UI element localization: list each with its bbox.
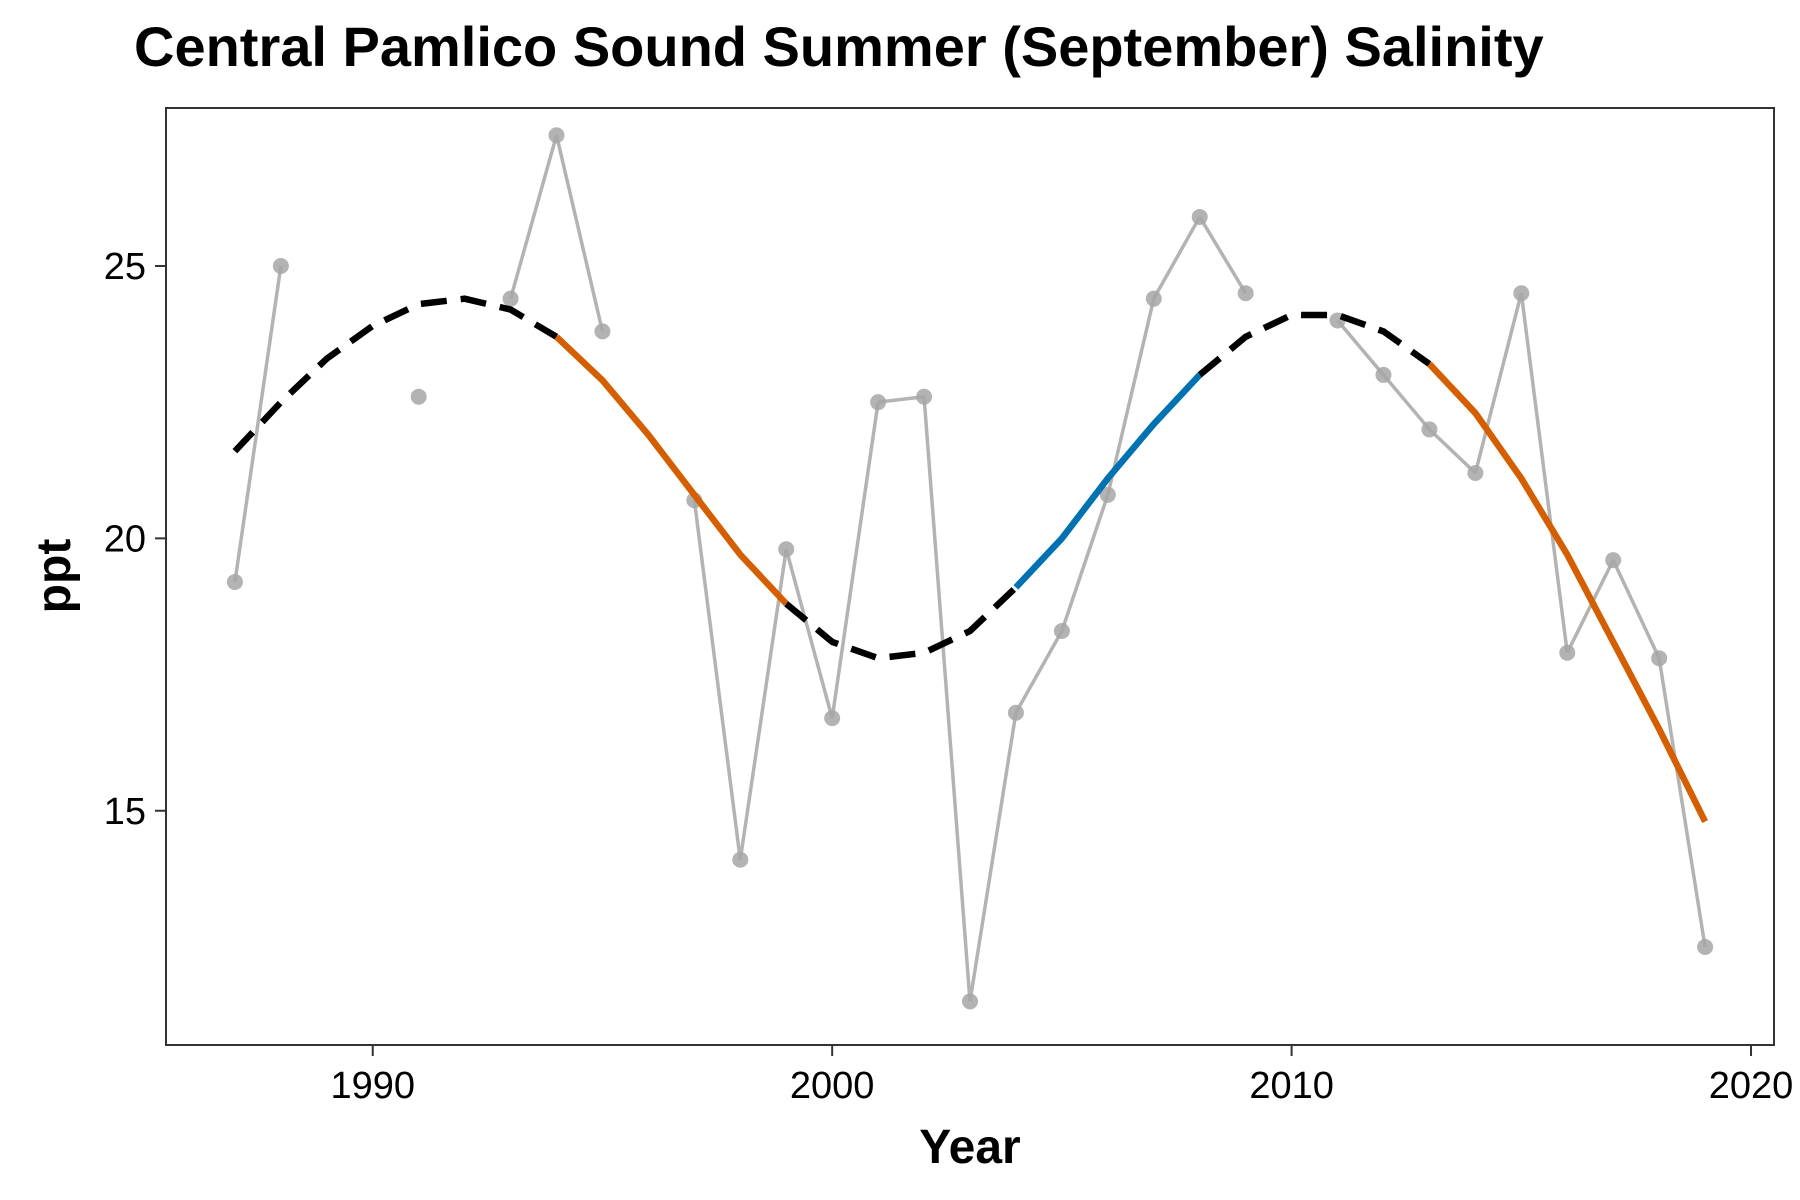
observed-line-segment (1014, 630, 1064, 714)
x-tick-label: 2000 (790, 1065, 875, 1107)
observed-line-segment (968, 712, 1018, 1002)
observed-point (1559, 644, 1576, 661)
trend-segment-decreasing (1427, 361, 1709, 824)
observed-point (1467, 464, 1484, 481)
observed-line-segment (830, 401, 880, 719)
observed-point (1651, 650, 1668, 667)
observed-point (870, 394, 887, 411)
observed-point (1099, 486, 1116, 503)
trend-segment-decreasing (554, 334, 789, 606)
observed-point (1145, 290, 1162, 307)
observed-point (1237, 285, 1254, 302)
observed-line-segment (1473, 292, 1524, 474)
observed-line-segment (784, 548, 834, 719)
observed-line-segment (508, 134, 559, 300)
observed-line-segment (233, 265, 283, 583)
observed-line-segment (1428, 428, 1477, 475)
observed-point (1007, 704, 1024, 721)
observed-point (962, 993, 978, 1010)
trend-segment-stable (232, 295, 559, 454)
observed-line-segment (1060, 494, 1110, 632)
observed-point (1053, 622, 1070, 639)
observed-line-segment (554, 134, 605, 332)
observed-line-segment (1106, 298, 1156, 496)
observed-point (1191, 208, 1208, 225)
observed-point (1513, 285, 1530, 302)
observed-point (916, 388, 933, 405)
observed-point (778, 541, 795, 558)
observed-line-segment (1519, 292, 1569, 653)
observed-point (824, 710, 841, 727)
trend-series (232, 295, 1709, 824)
observed-point (594, 323, 611, 340)
observed-line-segment (1611, 559, 1661, 659)
observed-point (226, 573, 243, 590)
observed-point (410, 388, 427, 405)
x-tick-label: 1990 (330, 1065, 415, 1107)
observed-line-segment (1198, 216, 1248, 295)
chart-title: Central Pamlico Sound Summer (September)… (134, 15, 1544, 78)
x-tick-label: 2020 (1709, 1065, 1794, 1107)
observed-line-segment (1657, 657, 1707, 948)
y-axis: 15 20 25 (104, 246, 166, 833)
observed-series (226, 127, 1714, 1010)
trend-segment-increasing (1013, 372, 1203, 590)
observed-line-segment (738, 549, 788, 861)
observed-line-segment (1336, 319, 1385, 377)
observed-line-segment (1565, 559, 1615, 654)
observed-point (1697, 938, 1714, 955)
trend-segment-stable (784, 585, 1019, 662)
observed-point (732, 851, 749, 868)
observed-point (272, 257, 289, 274)
observed-line-segment (1152, 216, 1202, 300)
y-axis-title: ppt (28, 539, 81, 614)
y-tick-label: 20 (104, 518, 146, 560)
observed-point (1605, 552, 1622, 569)
observed-line-segment (692, 500, 743, 861)
y-tick-label: 15 (104, 791, 146, 833)
x-axis: 1990 2000 2010 2020 (330, 1045, 1793, 1107)
observed-point (1375, 366, 1392, 383)
x-axis-title: Year (919, 1121, 1020, 1174)
x-tick-label: 2010 (1249, 1065, 1334, 1107)
observed-line-segment (1382, 373, 1431, 431)
observed-point (502, 290, 519, 307)
plot-panel (165, 107, 1775, 1046)
observed-line-segment (922, 396, 972, 1002)
trend-segment-stable (1197, 311, 1432, 378)
y-tick-label: 25 (104, 246, 146, 288)
observed-point (1421, 421, 1438, 438)
observed-point (548, 127, 565, 144)
